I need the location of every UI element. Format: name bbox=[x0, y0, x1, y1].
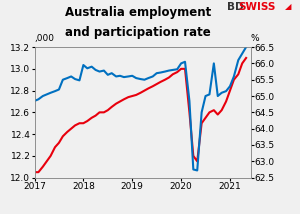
Text: %: % bbox=[250, 34, 259, 43]
Text: ◢: ◢ bbox=[285, 2, 292, 11]
Text: ,000: ,000 bbox=[34, 34, 55, 43]
Text: SWISS: SWISS bbox=[238, 2, 276, 12]
Text: and participation rate: and participation rate bbox=[65, 26, 211, 39]
Text: BD: BD bbox=[226, 2, 243, 12]
Text: Australia employment: Australia employment bbox=[65, 6, 211, 19]
Legend: Employment (L), Participation Rate (R): Employment (L), Participation Rate (R) bbox=[31, 211, 254, 214]
